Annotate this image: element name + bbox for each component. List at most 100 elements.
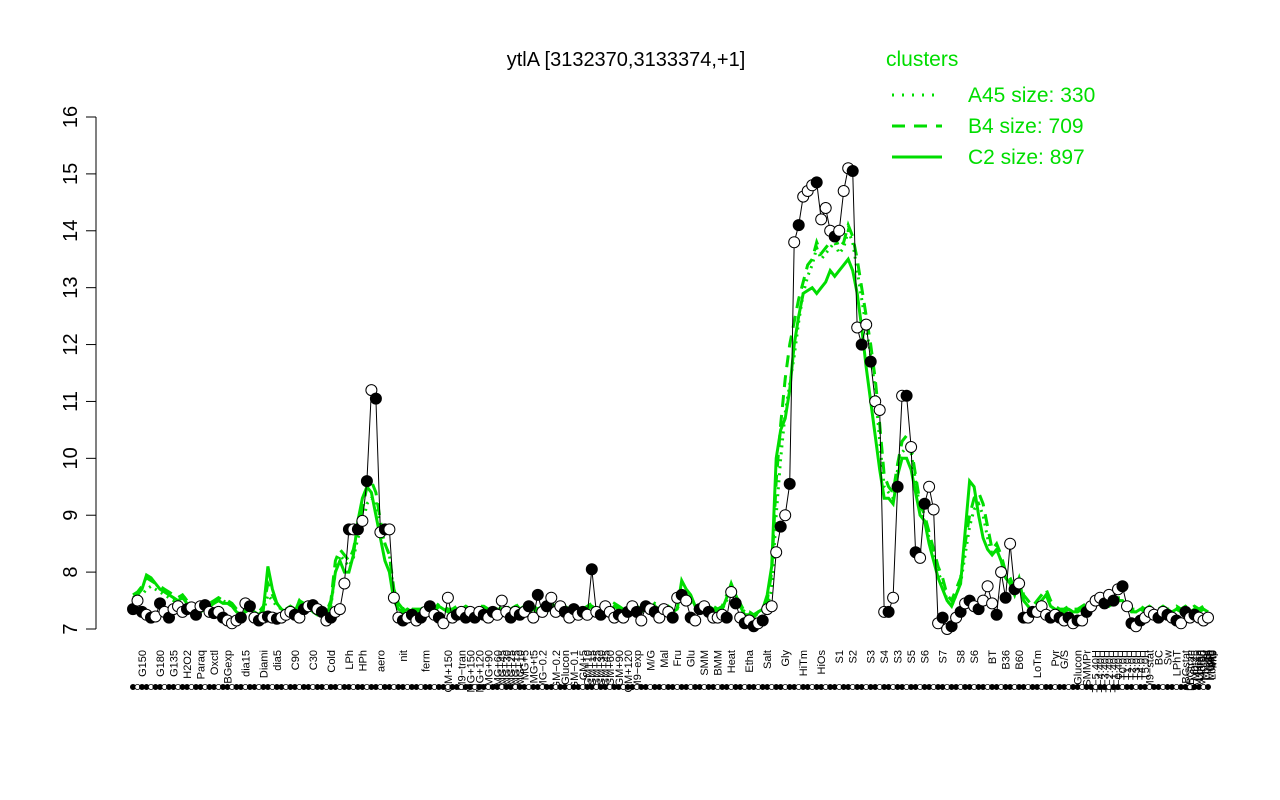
x-tick-label: GM+150 [443, 650, 455, 693]
x-tick-label: LPh [344, 650, 356, 670]
x-tick-label: M9−stat [1145, 650, 1157, 689]
legend-label-c2: C2 size: 897 [968, 146, 1085, 169]
x-tick-label: S6 [969, 650, 981, 663]
x-tick-label: M40t45 [1192, 650, 1204, 687]
data-point [545, 591, 558, 604]
x-tick-label: Fru [672, 650, 684, 667]
x-tick-label: M0t90 [1199, 650, 1211, 681]
x-tick-label: LPhT [1172, 650, 1184, 677]
data-point [999, 591, 1012, 604]
data-point [833, 224, 846, 237]
data-point [905, 441, 918, 453]
y-tick-label: 9 [60, 510, 82, 521]
x-axis-labels: G150 G180 G135 H2O2 Paraq Oxctl LBGexp dia15 Dia… [137, 649, 1219, 692]
chart-title: ytlA [3132370,3133374,+1] [507, 49, 746, 71]
data-point [788, 236, 801, 249]
x-tick-label: C30 [308, 650, 320, 670]
x-tick-label: T−3.40H [1100, 650, 1112, 693]
x-tick-label: BI [1202, 650, 1214, 660]
data-point [918, 497, 931, 510]
x-tick-label: dia15 [240, 650, 252, 677]
x-tick-label: Heat [726, 650, 738, 673]
x-tick-label: MG+120 [474, 650, 486, 693]
x-tick-label: Lbexp [1206, 650, 1218, 680]
x-tick-label: aero [375, 650, 387, 672]
x-tick-label: Lbtran [1194, 650, 1206, 681]
x-tick-label: LoTm [1032, 650, 1044, 678]
data-point [522, 600, 535, 613]
x-tick-label: S6 [920, 650, 932, 663]
data-point [729, 597, 742, 610]
x-tick-label: MG+t5 [528, 650, 540, 683]
x-tick-label: Mt0 [1207, 650, 1219, 668]
data-point [356, 514, 369, 527]
x-tick-label: Diami [258, 650, 270, 678]
data-point [774, 520, 787, 533]
x-tick-label: GM+15 [587, 650, 599, 686]
x-tick-label: Glu [686, 650, 698, 667]
y-tick-label: 14 [60, 220, 82, 242]
x-tick-label: GM+120 [623, 650, 635, 693]
data-point [333, 603, 346, 616]
x-tick-label: dia0 [1206, 650, 1218, 671]
x-tick-label: C90 [290, 650, 302, 670]
legend: clusters A45 size: 330 B4 size: 709 C2 s… [886, 48, 1095, 169]
data-point [495, 594, 508, 607]
x-tick-label: Lbstat [1200, 650, 1212, 680]
data-point [360, 475, 373, 488]
legend-title: clusters [886, 48, 958, 71]
data-point [387, 591, 400, 604]
series-layer [132, 220, 1209, 620]
x-tick-label: Gly [780, 650, 792, 667]
data-point [810, 176, 823, 189]
x-tick-label: S4 [879, 650, 891, 663]
x-tick-label: MG−0.2 [537, 650, 549, 689]
x-tick-label: MG+45 [497, 650, 509, 686]
x-tick-label: T0.0H [1118, 650, 1130, 680]
x-tick-label: BMM [713, 650, 725, 676]
x-tick-label: M9−tran [456, 650, 468, 691]
data-point [1121, 600, 1133, 613]
x-tick-label: T−4.40H [1095, 650, 1107, 693]
data-point [437, 617, 450, 630]
data-point [891, 480, 904, 493]
x-tick-label: S2 [848, 650, 860, 663]
x-tick-label: G135 [169, 650, 181, 677]
x-tick-label: dia5 [272, 650, 284, 671]
data-point [783, 477, 796, 490]
y-axis: 7 8 9 10 11 12 13 14 15 16 [60, 106, 96, 635]
data-point [666, 611, 679, 624]
data-point [873, 404, 886, 416]
x-tick-label: T5.0H [1140, 650, 1152, 680]
data-point [792, 219, 805, 232]
x-tick-label: T−0.40H [1113, 650, 1125, 693]
x-tick-label: S1 [834, 650, 846, 663]
x-tick-label: Pyr [1050, 650, 1062, 667]
x-tick-label: S3 [866, 650, 878, 663]
x-tick-label: MG+150 [465, 650, 477, 693]
data-point [720, 611, 733, 624]
x-tick-label: M0t45 [1190, 650, 1202, 681]
x-tick-label: HiOs [816, 650, 828, 675]
data-point [914, 551, 927, 564]
x-tick-label: Paraq [196, 650, 208, 679]
data-point [864, 355, 877, 368]
x-tick-label: MG+25 [506, 650, 518, 686]
x-tick-label: MG+10 [515, 650, 527, 686]
x-tick-label: S3 [893, 650, 905, 663]
data-point [855, 338, 868, 351]
x-tick-label: SMMPr [1082, 650, 1094, 687]
x-tick-label: T−2.40H [1104, 650, 1116, 693]
data-point [770, 546, 783, 559]
condition-marker [1205, 684, 1212, 691]
y-tick-label: 15 [60, 163, 82, 185]
x-tick-label: HPh [357, 650, 369, 671]
data-point [689, 614, 702, 627]
x-tick-label: LBGexp [223, 650, 235, 690]
data-point [338, 577, 351, 590]
x-tick-label: GM+25 [591, 650, 603, 686]
x-tick-label: BC [1154, 650, 1166, 665]
x-tick-label: Oxctl [209, 650, 221, 675]
x-tick-label: MG+5 [519, 650, 531, 680]
series-line-dotted [132, 226, 1209, 617]
